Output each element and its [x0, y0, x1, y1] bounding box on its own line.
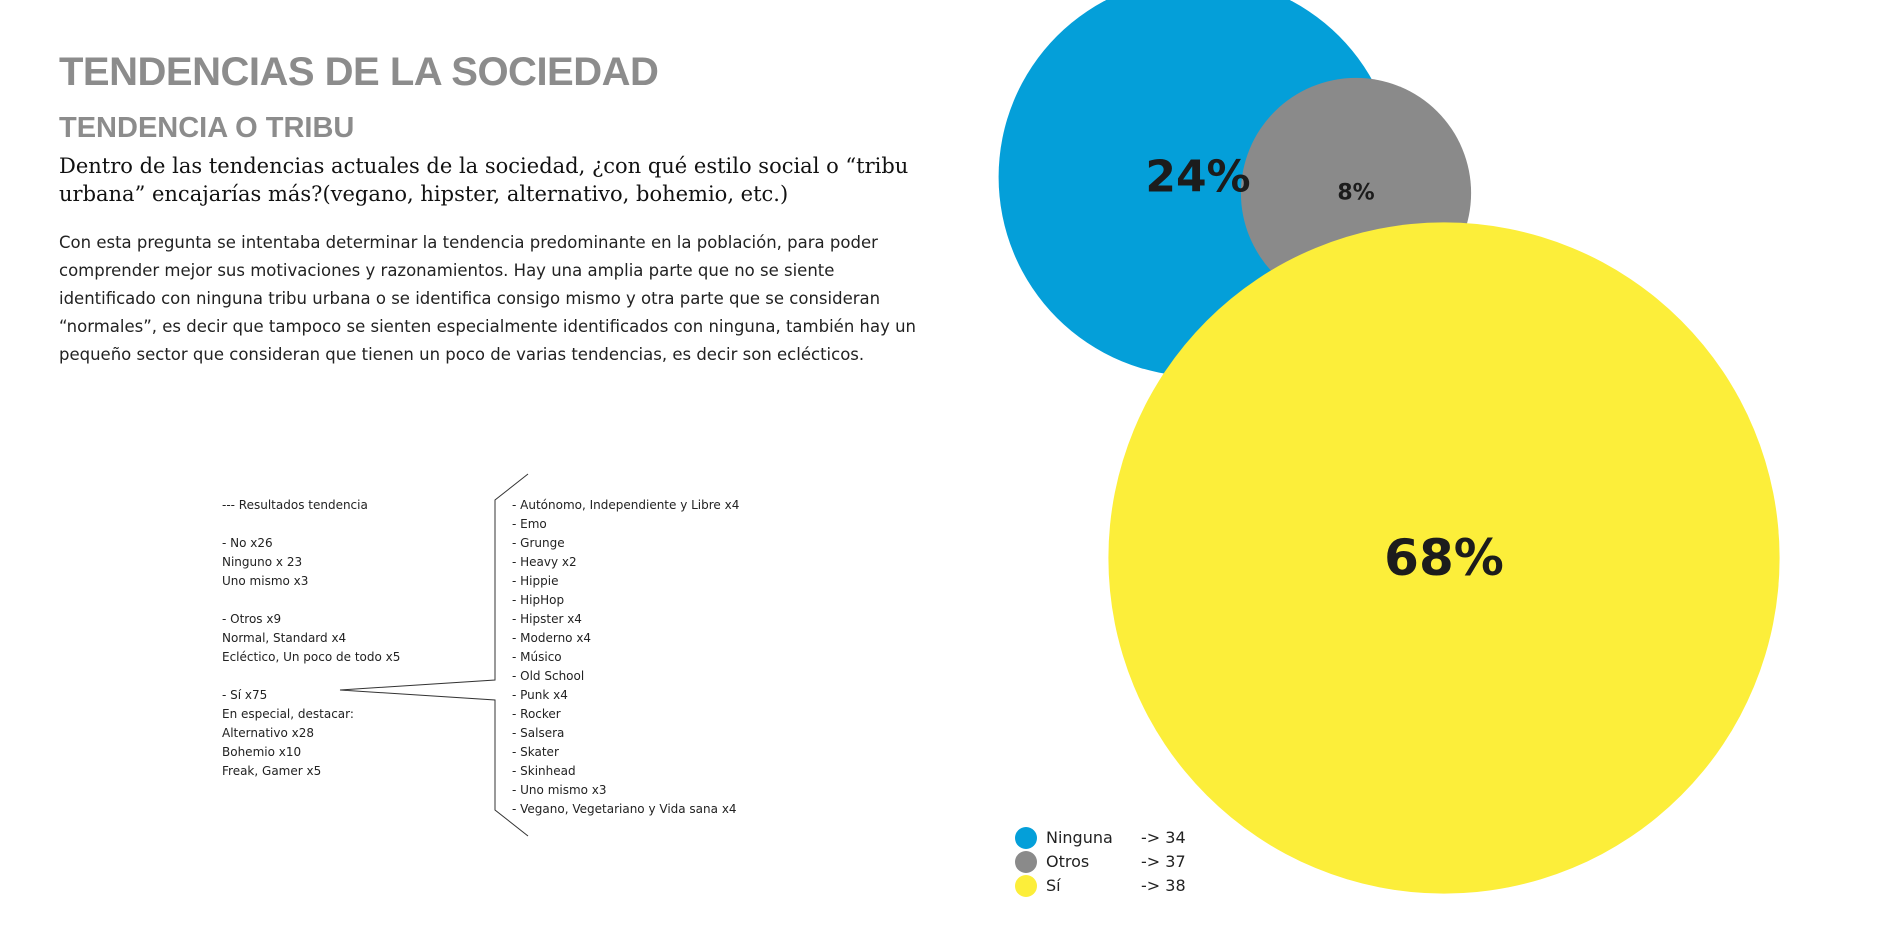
tribe-item: - Skinhead [512, 764, 576, 778]
tribe-item: - Grunge [512, 536, 565, 550]
legend-value: -> 37 [1141, 852, 1186, 871]
tribe-item: - Uno mismo x3 [512, 783, 607, 797]
results-line: En especial, destacar: [222, 707, 354, 721]
results-line: Bohemio x10 [222, 745, 302, 759]
legend-item-otros: Otros -> 37 [1015, 850, 1215, 874]
legend-value: -> 34 [1141, 828, 1186, 847]
description-line: identificado con ninguna tribu urbana o … [59, 289, 881, 308]
tribe-item: - Vegano, Vegetariano y Vida sana x4 [512, 802, 737, 816]
results-line: Ecléctico, Un poco de todo x5 [222, 650, 401, 664]
tribe-item: - Old School [512, 669, 585, 683]
tribe-item: - Emo [512, 517, 547, 531]
legend-label: Otros [1046, 852, 1090, 871]
page-subtitle: TENDENCIA O TRIBU [59, 112, 355, 144]
bubble-label: 8% [1337, 181, 1374, 206]
results-line: Ninguno x 23 [222, 555, 303, 569]
legend-value: -> 38 [1141, 876, 1186, 895]
results-line: Freak, Gamer x5 [222, 764, 322, 778]
results-list: --- Resultados tendencia - No x26 Ninguno … [222, 496, 400, 781]
results-line: Alternativo x28 [222, 726, 314, 740]
bubble-label: 24% [1145, 152, 1250, 203]
results-line: Uno mismo x3 [222, 574, 309, 588]
tribe-item: - HipHop [512, 593, 565, 607]
legend-item-ninguna: Ninguna -> 34 [1015, 826, 1215, 850]
description-paragraph: Con esta pregunta se intentaba determina… [59, 229, 919, 369]
question-line: Dentro de las tendencias actuales de la … [59, 154, 909, 178]
tribe-item: - Autónomo, Independiente y Libre x4 [512, 498, 740, 512]
tribe-item: - Heavy x2 [512, 555, 577, 569]
description-line: comprender mejor sus motivaciones y razo… [59, 261, 835, 280]
legend-swatch [1015, 851, 1037, 873]
tribe-item: - Salsera [512, 726, 565, 740]
tribe-item: - Rocker [512, 707, 561, 721]
question-line: urbana” encajarías más?(vegano, hipster,… [59, 182, 789, 206]
legend-swatch [1015, 875, 1037, 897]
legend-label: Sí [1046, 876, 1061, 895]
tribe-item: - Skater [512, 745, 559, 759]
results-line: - Sí x75 [222, 688, 268, 702]
results-line: Normal, Standard x4 [222, 631, 347, 645]
results-line: --- Resultados tendencia [222, 498, 368, 512]
tribe-item: - Hipster x4 [512, 612, 582, 626]
tribe-item: - Músico [512, 650, 562, 664]
chart-legend: Ninguna -> 34 Otros -> 37 Sí -> 38 [1015, 826, 1215, 898]
description-line: Con esta pregunta se intentaba determina… [59, 233, 878, 252]
description-line: pequeño sector que consideran que tienen… [59, 345, 865, 364]
tribe-item: - Moderno x4 [512, 631, 592, 645]
description-line: “normales”, es decir que tampoco se sien… [59, 317, 917, 336]
tribe-item: - Punk x4 [512, 688, 568, 702]
bubble-si [1108, 222, 1780, 894]
legend-item-si: Sí -> 38 [1015, 874, 1215, 898]
results-line: - No x26 [222, 536, 273, 550]
bubble-label: 68% [1384, 529, 1504, 587]
legend-label: Ninguna [1046, 828, 1113, 847]
page-title: TENDENCIAS DE LA SOCIEDAD [59, 50, 659, 94]
tribes-list: - Autónomo, Independiente y Libre x4 - Em… [512, 496, 739, 819]
results-line: - Otros x9 [222, 612, 282, 626]
legend-swatch [1015, 827, 1037, 849]
tribe-item: - Hippie [512, 574, 559, 588]
survey-question: Dentro de las tendencias actuales de la … [59, 152, 919, 208]
